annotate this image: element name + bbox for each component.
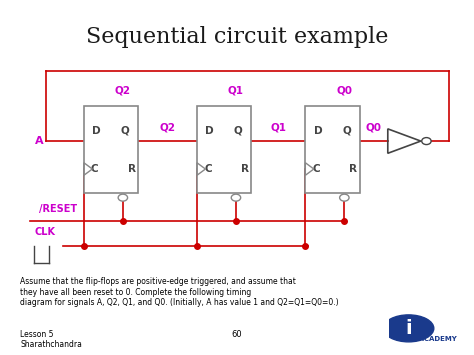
Text: C: C bbox=[91, 164, 99, 174]
Circle shape bbox=[340, 194, 349, 201]
Text: Q0: Q0 bbox=[337, 86, 352, 96]
Bar bbox=[197, 106, 251, 193]
Text: Q: Q bbox=[234, 126, 243, 136]
Text: Q2: Q2 bbox=[159, 122, 175, 132]
Text: A: A bbox=[35, 136, 44, 146]
Circle shape bbox=[231, 194, 241, 201]
Text: R: R bbox=[349, 164, 357, 174]
Text: Q1: Q1 bbox=[228, 86, 244, 96]
Text: Q0: Q0 bbox=[365, 122, 382, 132]
Text: D: D bbox=[92, 126, 101, 136]
Text: /RESET: /RESET bbox=[39, 204, 77, 214]
Text: CLK: CLK bbox=[35, 227, 55, 237]
Circle shape bbox=[118, 194, 128, 201]
Text: C: C bbox=[204, 164, 211, 174]
Text: D: D bbox=[205, 126, 214, 136]
Text: Q1: Q1 bbox=[270, 122, 286, 132]
Circle shape bbox=[422, 138, 431, 144]
Text: R: R bbox=[241, 164, 249, 174]
Text: 60: 60 bbox=[232, 330, 242, 339]
Text: iACADEMY: iACADEMY bbox=[416, 336, 457, 342]
Text: Q: Q bbox=[121, 126, 129, 136]
Text: Lesson 5
Sharathchandra: Lesson 5 Sharathchandra bbox=[20, 330, 82, 349]
Text: Sequential circuit example: Sequential circuit example bbox=[86, 26, 388, 48]
Text: R: R bbox=[128, 164, 136, 174]
Circle shape bbox=[383, 315, 434, 342]
Text: D: D bbox=[314, 126, 322, 136]
Text: Q2: Q2 bbox=[115, 86, 131, 96]
Text: Q: Q bbox=[342, 126, 351, 136]
Text: C: C bbox=[312, 164, 320, 174]
Bar bbox=[84, 106, 138, 193]
Text: Assume that the flip-flops are positive-edge triggered, and assume that
they hav: Assume that the flip-flops are positive-… bbox=[20, 277, 339, 307]
Bar bbox=[305, 106, 359, 193]
Text: i: i bbox=[405, 319, 412, 338]
